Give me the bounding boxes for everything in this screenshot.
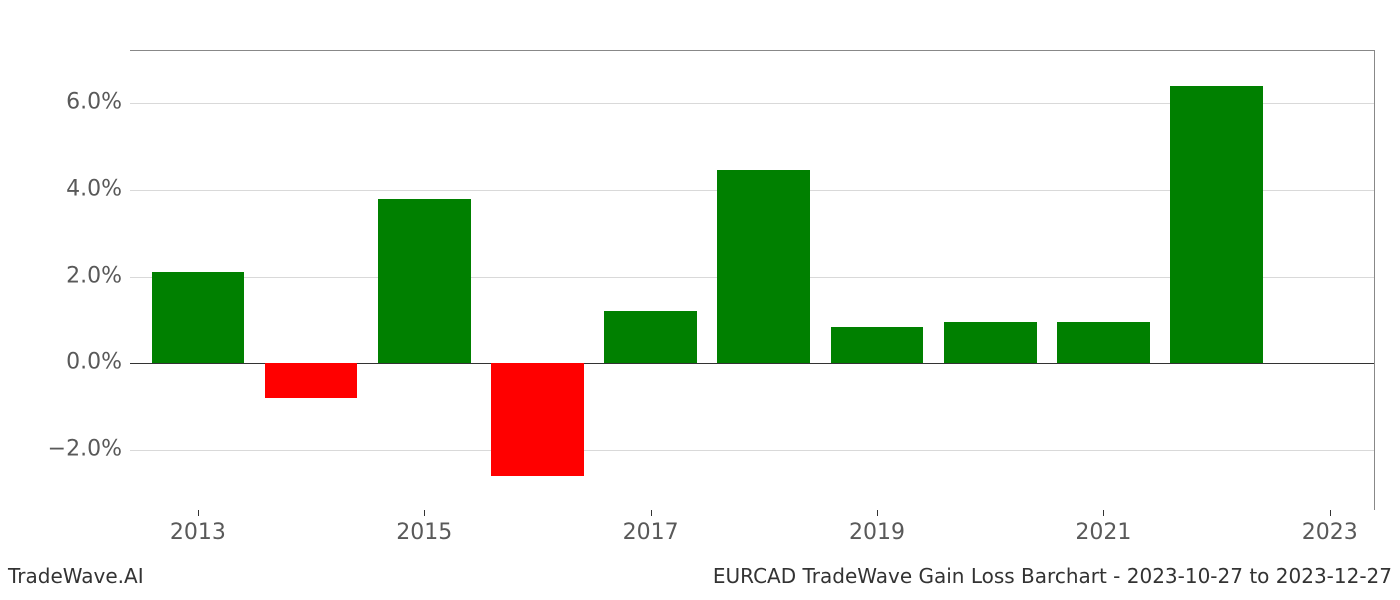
y-tick-label: 2.0%: [66, 263, 122, 288]
bar: [265, 363, 358, 398]
x-tick-label: 2013: [170, 520, 226, 545]
bar: [152, 272, 245, 363]
plot-area: [130, 50, 1375, 510]
x-tick: [877, 510, 878, 516]
gridline: [130, 450, 1374, 451]
y-tick-label: 0.0%: [66, 350, 122, 375]
bar: [491, 363, 584, 476]
x-tick: [1103, 510, 1104, 516]
bar: [717, 170, 810, 363]
x-tick-label: 2015: [396, 520, 452, 545]
x-tick-label: 2021: [1075, 520, 1131, 545]
footer-brand: TradeWave.AI: [8, 564, 144, 588]
x-tick-label: 2019: [849, 520, 905, 545]
bar: [378, 199, 471, 364]
y-tick-label: −2.0%: [48, 437, 122, 462]
bar: [831, 327, 924, 364]
chart-container: −2.0% 0.0% 2.0% 4.0% 6.0% 2013 2015 2017 2019 20…: [0, 0, 1400, 600]
bar: [1170, 86, 1263, 364]
bar: [1057, 322, 1150, 363]
x-tick: [1330, 510, 1331, 516]
x-tick: [424, 510, 425, 516]
x-tick-label: 2023: [1302, 520, 1358, 545]
footer-caption: EURCAD TradeWave Gain Loss Barchart - 20…: [713, 564, 1392, 588]
x-tick: [198, 510, 199, 516]
x-tick-label: 2017: [623, 520, 679, 545]
y-tick-label: 6.0%: [66, 90, 122, 115]
bar: [944, 322, 1037, 363]
bar: [604, 311, 697, 363]
x-tick: [651, 510, 652, 516]
y-tick-label: 4.0%: [66, 176, 122, 201]
